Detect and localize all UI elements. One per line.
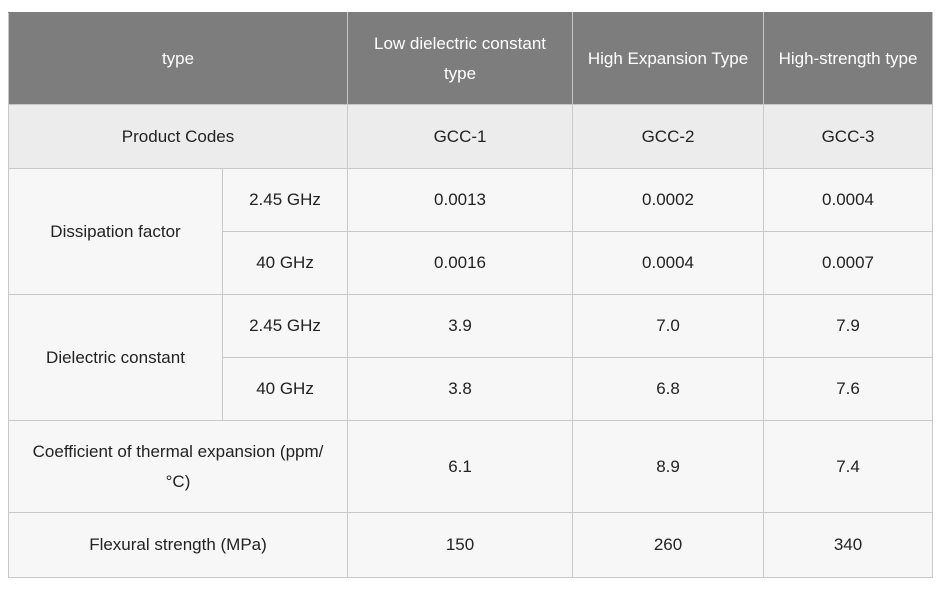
dissipation-factor-label: Dissipation factor xyxy=(8,168,223,295)
value-cell: 7.9 xyxy=(763,294,934,358)
thermal-expansion-row: Coefficient of thermal expansion (ppm/°C… xyxy=(7,420,934,513)
freq-label: 2.45 GHz xyxy=(221,294,349,358)
header-col-high-expansion: High Expansion Type xyxy=(572,12,765,105)
header-col-low-dielectric: Low dielectric constant type xyxy=(347,12,574,105)
product-code-gcc2: GCC-2 xyxy=(572,104,765,169)
dielectric-constant-label: Dielectric constant xyxy=(8,294,223,421)
value-cell: 0.0004 xyxy=(572,231,765,295)
freq-label: 2.45 GHz xyxy=(221,168,349,232)
dielectric-constant-row-245: Dielectric constant 2.45 GHz 3.9 7.0 7.9 xyxy=(8,294,934,421)
dielectric-constant-row-40: 40 GHz 3.8 6.8 7.6 xyxy=(9,357,934,421)
value-cell: 0.0004 xyxy=(763,168,934,232)
product-codes-row: Product Codes GCC-1 GCC-2 GCC-3 xyxy=(7,104,934,169)
header-row: type Low dielectric constant type High E… xyxy=(7,12,934,105)
flexural-strength-row: Flexural strength (MPa) 150 260 340 xyxy=(7,512,934,578)
product-codes-label: Product Codes xyxy=(7,104,349,169)
value-cell: 3.8 xyxy=(347,357,574,421)
value-cell: 3.9 xyxy=(347,294,574,358)
value-cell: 0.0002 xyxy=(572,168,765,232)
dissipation-factor-row-245: Dissipation factor 2.45 GHz 0.0013 0.000… xyxy=(8,168,934,295)
product-spec-table-container: type Low dielectric constant type High E… xyxy=(7,12,934,578)
value-cell: 6.8 xyxy=(572,357,765,421)
value-cell: 7.6 xyxy=(763,357,934,421)
value-cell: 150 xyxy=(347,512,574,578)
value-cell: 0.0016 xyxy=(347,231,574,295)
value-cell: 8.9 xyxy=(572,420,765,513)
value-cell: 6.1 xyxy=(347,420,574,513)
value-cell: 7.4 xyxy=(763,420,934,513)
dissipation-factor-row-40: 40 GHz 0.0016 0.0004 0.0007 xyxy=(9,231,934,295)
value-cell: 0.0013 xyxy=(347,168,574,232)
product-code-gcc1: GCC-1 xyxy=(347,104,574,169)
value-cell: 7.0 xyxy=(572,294,765,358)
value-cell: 260 xyxy=(572,512,765,578)
value-cell: 0.0007 xyxy=(763,231,934,295)
flexural-strength-label: Flexural strength (MPa) xyxy=(7,512,349,578)
header-col-high-strength: High-strength type xyxy=(763,12,934,105)
product-spec-table: type Low dielectric constant type High E… xyxy=(7,12,934,578)
freq-label: 40 GHz xyxy=(221,231,349,295)
thermal-expansion-label: Coefficient of thermal expansion (ppm/°C… xyxy=(7,420,349,513)
product-code-gcc3: GCC-3 xyxy=(763,104,934,169)
value-cell: 340 xyxy=(763,512,934,578)
freq-label: 40 GHz xyxy=(221,357,349,421)
header-type-cell: type xyxy=(7,12,349,105)
